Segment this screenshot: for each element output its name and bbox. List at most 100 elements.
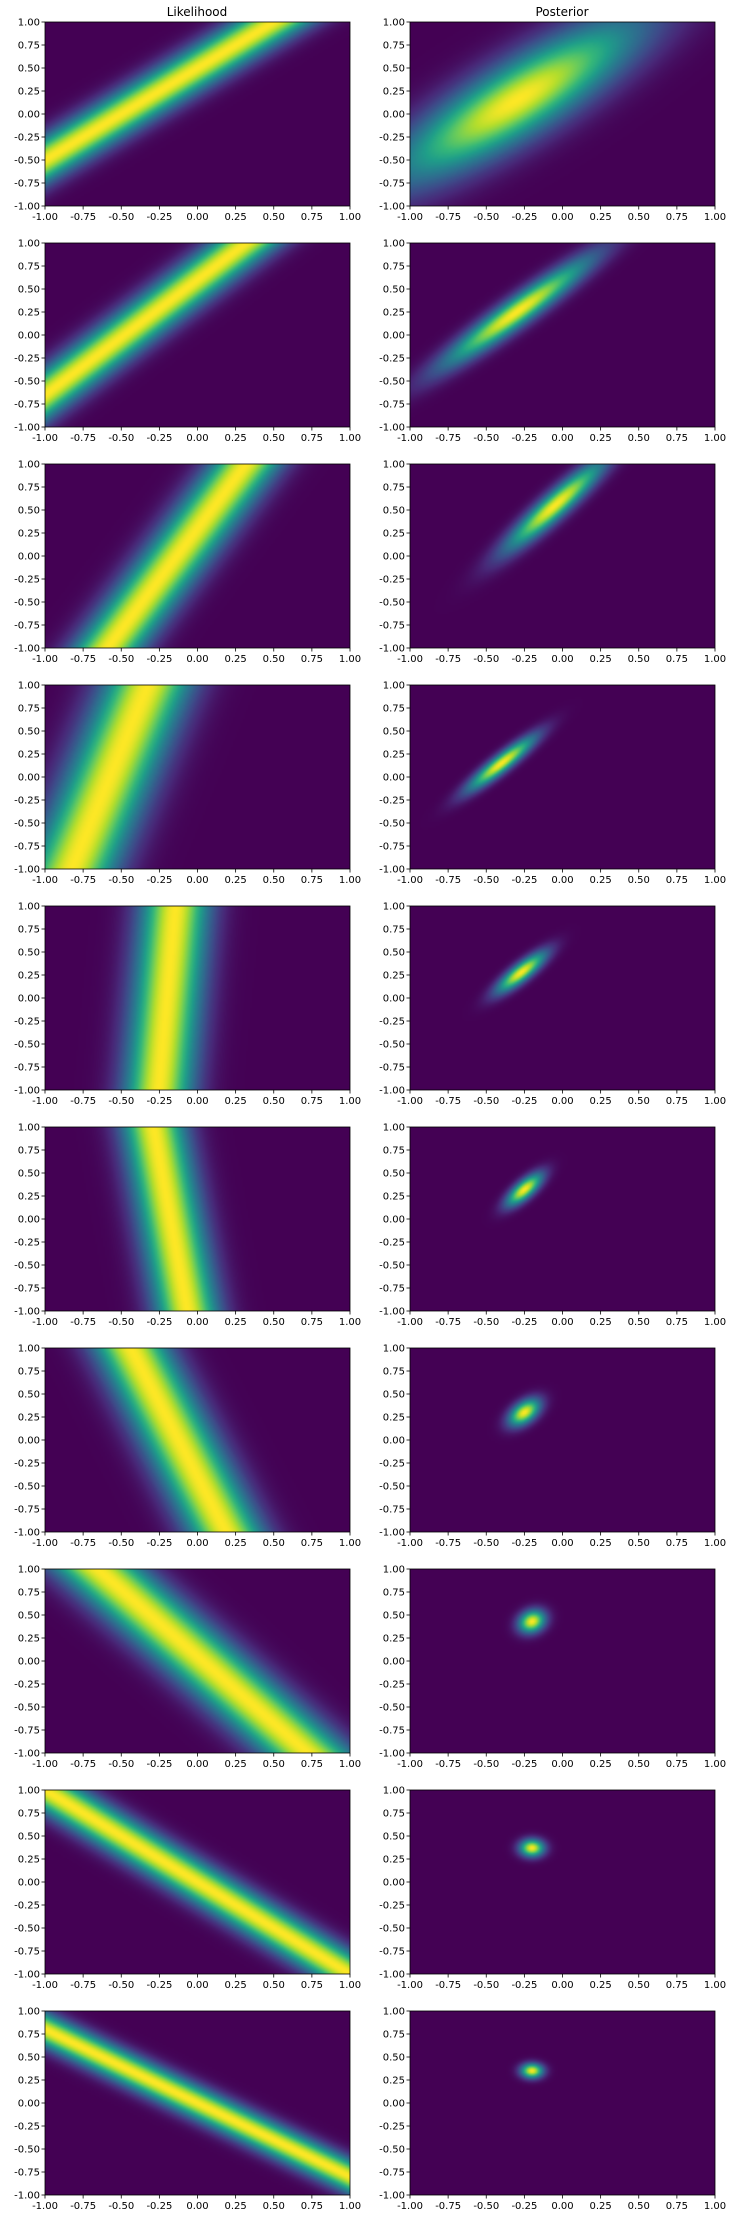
x-tick-label: -1.00 (32, 875, 58, 886)
x-tick-label: -0.25 (146, 1096, 172, 1107)
x-tick-label: -1.00 (32, 1096, 58, 1107)
y-tick-label: 1.00 (383, 18, 405, 29)
x-tick-label: 0.50 (263, 654, 285, 665)
y-tick-label: -0.75 (14, 179, 40, 190)
heatmap-image (410, 1127, 715, 1311)
y-tick-label: 0.25 (383, 1855, 405, 1866)
likelihood-panel-5: -1.00-1.00 -0.75 -0.75 -0.50 -0.50 -0.25 -0.25… (14, 902, 361, 1108)
y-tick-label: 1.00 (18, 2007, 40, 2018)
y-tick-label: 0.75 (383, 2030, 405, 2041)
y-tick-label: 0.00 (383, 1657, 405, 1668)
x-tick-label: -0.75 (70, 1096, 96, 1107)
y-tick-label: -0.75 (14, 2168, 40, 2179)
x-tick-label: -0.75 (435, 433, 461, 444)
y-tick-label: 0.50 (18, 285, 40, 296)
x-tick-label: 1.00 (704, 654, 726, 665)
likelihood-panel-10: -1.00-1.00 -0.75 -0.75 -0.50 -0.50 -0.25 -0.25… (14, 2007, 361, 2213)
x-tick-label: 0.50 (263, 2201, 285, 2212)
y-tick-label: -1.00 (14, 1307, 40, 1318)
y-tick-label: 0.25 (18, 1413, 40, 1424)
y-tick-label: -0.75 (379, 179, 405, 190)
x-tick-label: 0.75 (301, 654, 323, 665)
y-tick-label: -1.00 (379, 865, 405, 876)
y-tick-label: 0.75 (18, 704, 40, 715)
y-tick-label: -0.50 (379, 377, 405, 388)
y-tick-label: -0.50 (379, 156, 405, 167)
x-tick-label: 0.00 (186, 1096, 208, 1107)
x-tick-label: 0.00 (186, 1759, 208, 1770)
y-tick-label: 0.00 (383, 331, 405, 342)
y-tick-label: -0.25 (14, 575, 40, 586)
likelihood-panel-4: -1.00-1.00 -0.75 -0.75 -0.50 -0.50 -0.25 -0.25… (14, 681, 361, 887)
y-tick-label: -1.00 (379, 2191, 405, 2202)
y-tick-label: -1.00 (14, 1970, 40, 1981)
y-tick-label: 0.75 (383, 262, 405, 273)
x-tick-label: 0.25 (589, 875, 611, 886)
x-tick-label: 0.25 (589, 212, 611, 223)
x-tick-label: 0.00 (551, 1980, 573, 1991)
x-tick-label: 0.25 (589, 654, 611, 665)
x-tick-label: 1.00 (339, 875, 361, 886)
posterior-panel-6: -1.00-1.00 -0.75 -0.75 -0.50 -0.50 -0.25 -0.25… (379, 1123, 726, 1329)
y-tick-label: -0.75 (14, 400, 40, 411)
y-tick-label: 0.25 (18, 1192, 40, 1203)
y-tick-label: 0.75 (18, 1809, 40, 1820)
y-tick-label: 0.75 (18, 1588, 40, 1599)
y-tick-label: 0.75 (18, 1146, 40, 1157)
y-tick-label: -0.50 (379, 2145, 405, 2156)
y-tick-label: 1.00 (18, 1344, 40, 1355)
x-tick-label: 0.25 (224, 1317, 246, 1328)
y-tick-label: -0.50 (379, 1924, 405, 1935)
x-tick-label: 0.75 (301, 1538, 323, 1549)
x-tick-label: -0.25 (146, 654, 172, 665)
x-tick-label: 0.25 (589, 1538, 611, 1549)
x-tick-label: 0.75 (301, 875, 323, 886)
x-tick-label: 0.25 (224, 1096, 246, 1107)
y-tick-label: 0.00 (383, 994, 405, 1005)
posterior-column-title: Posterior (535, 5, 588, 19)
x-tick-label: -0.50 (108, 1538, 134, 1549)
x-tick-label: -0.50 (473, 1317, 499, 1328)
y-tick-label: -0.75 (379, 842, 405, 853)
y-tick-label: 0.00 (18, 2099, 40, 2110)
x-tick-label: 0.50 (628, 433, 650, 444)
heatmap-image (410, 22, 715, 206)
x-tick-label: 1.00 (704, 433, 726, 444)
x-tick-label: -0.25 (511, 1096, 537, 1107)
heatmap-image (410, 464, 715, 648)
x-tick-label: 0.00 (551, 1538, 573, 1549)
x-tick-label: 0.00 (551, 212, 573, 223)
y-tick-label: 0.25 (18, 1634, 40, 1645)
x-tick-label: -0.75 (435, 1759, 461, 1770)
x-tick-label: 0.50 (628, 1096, 650, 1107)
posterior-panel-3: -1.00-1.00 -0.75 -0.75 -0.50 -0.50 -0.25 -0.25… (379, 460, 726, 666)
y-tick-label: -0.50 (14, 1703, 40, 1714)
y-tick-label: 0.75 (18, 2030, 40, 2041)
y-tick-label: 0.00 (383, 1215, 405, 1226)
y-tick-label: 0.00 (18, 1878, 40, 1889)
y-tick-label: 0.25 (18, 750, 40, 761)
x-tick-label: -0.50 (473, 1096, 499, 1107)
y-tick-label: 1.00 (383, 1344, 405, 1355)
x-tick-label: 1.00 (339, 1759, 361, 1770)
y-tick-label: -0.25 (379, 1680, 405, 1691)
x-tick-label: -0.50 (473, 875, 499, 886)
y-tick-label: -0.25 (379, 1238, 405, 1249)
y-tick-label: -0.25 (379, 354, 405, 365)
y-tick-label: 0.25 (18, 1855, 40, 1866)
y-tick-label: 1.00 (383, 1123, 405, 1134)
y-tick-label: 0.50 (383, 1611, 405, 1622)
x-tick-label: -1.00 (32, 212, 58, 223)
y-tick-label: 0.75 (18, 1367, 40, 1378)
x-tick-label: 0.75 (666, 1317, 688, 1328)
y-tick-label: -1.00 (379, 1970, 405, 1981)
y-tick-label: -0.50 (379, 819, 405, 830)
y-tick-label: -0.50 (14, 598, 40, 609)
x-tick-label: -1.00 (32, 2201, 58, 2212)
x-tick-label: -0.75 (435, 654, 461, 665)
y-tick-label: 1.00 (383, 902, 405, 913)
x-tick-label: 0.50 (628, 875, 650, 886)
y-tick-label: -1.00 (379, 644, 405, 655)
x-tick-label: 0.75 (666, 212, 688, 223)
